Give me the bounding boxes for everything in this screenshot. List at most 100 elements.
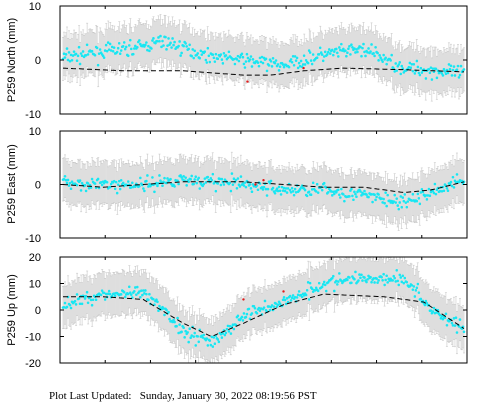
north-data-point [69, 53, 73, 57]
east-outliers [254, 179, 265, 186]
up-data-point [182, 326, 185, 330]
east-data-point [449, 180, 453, 184]
up-data-point [445, 323, 449, 327]
up-data-point [224, 331, 228, 335]
up-data-point [307, 298, 311, 301]
up-data-point [281, 298, 285, 302]
east-y-axis-label: P259 East (mm) [6, 144, 18, 223]
up-data-point [372, 277, 375, 280]
east-data-point [89, 186, 93, 189]
north-data-point [303, 63, 307, 66]
footer-label: Plot Last Updated: [49, 390, 132, 402]
up-data-point [65, 305, 69, 309]
north-data-point [182, 44, 185, 48]
north-data-point [347, 47, 350, 51]
north-data-point [420, 71, 424, 74]
east-data-point [90, 177, 94, 181]
north-data-point [77, 45, 81, 49]
east-data-point [284, 187, 288, 190]
east-data-point [432, 191, 436, 195]
north-data-point [320, 53, 324, 56]
up-data-point [424, 299, 428, 303]
north-data-point [351, 45, 354, 49]
up-data-point [262, 306, 266, 309]
east-data-point [87, 186, 91, 190]
up-data-point [210, 335, 214, 339]
east-data-point [236, 177, 240, 180]
up-data-point [278, 302, 282, 305]
north-data-point [244, 60, 248, 63]
up-data-point [443, 316, 447, 319]
east-data-point [404, 201, 408, 204]
north-data-point [274, 59, 278, 62]
north-data-point [338, 46, 341, 49]
east-data-point [399, 195, 402, 198]
east-data-point [193, 178, 196, 181]
north-data-point [207, 54, 211, 58]
east-data-point [424, 194, 428, 197]
north-data-point [62, 52, 66, 56]
east-data-point [216, 182, 220, 185]
north-data-point [269, 59, 273, 63]
east-data-point [338, 193, 341, 197]
up-data-point [83, 297, 87, 300]
north-data-point [66, 58, 70, 62]
up-data-point [369, 275, 372, 279]
up-data-point [412, 285, 416, 288]
north-data-point [205, 61, 209, 64]
north-data-point [233, 62, 237, 66]
north-data-point [257, 64, 261, 68]
east-data-point [119, 178, 123, 182]
north-data-point [267, 64, 271, 67]
east-data-point [339, 196, 342, 199]
up-data-point [253, 306, 257, 310]
north-data-point [146, 48, 149, 52]
footer-time: Sunday, January 30, 2022 08:19:56 PST [139, 390, 317, 402]
east-data-points [61, 172, 466, 211]
north-data-point [214, 52, 218, 56]
east-data-point [374, 198, 377, 202]
east-data-point [100, 183, 104, 187]
east-data-point [373, 193, 376, 197]
up-data-point [270, 304, 274, 307]
up-data-point [386, 281, 389, 284]
north-data-point [317, 53, 321, 56]
east-data-point [190, 174, 193, 178]
up-data-point [148, 292, 151, 296]
north-data-point [156, 39, 159, 43]
east-data-point [210, 178, 214, 182]
north-data-point [154, 41, 157, 45]
north-data-point [147, 44, 150, 48]
north-data-points [61, 34, 466, 81]
up-data-point [205, 337, 209, 340]
east-data-point [239, 175, 243, 178]
north-data-point [450, 74, 454, 77]
up-data-point [417, 291, 421, 294]
up-data-point [128, 285, 131, 289]
east-data-point [204, 181, 208, 184]
up-data-point [452, 317, 456, 320]
up-data-point [276, 303, 280, 307]
north-data-point [256, 61, 260, 64]
east-data-point [262, 185, 266, 189]
east-data-point [214, 189, 218, 193]
up-model-line [63, 293, 465, 337]
east-y-tick-label: 10 [29, 126, 41, 138]
east-data-point [222, 183, 226, 186]
up-data-point [450, 321, 454, 325]
north-data-point [79, 52, 83, 55]
north-data-point [243, 66, 247, 69]
north-data-point [71, 54, 75, 57]
north-data-point [449, 64, 453, 68]
north-data-point [119, 49, 123, 52]
east-data-point [271, 186, 275, 190]
up-data-point [130, 293, 133, 296]
east-data-point [148, 182, 151, 186]
north-data-point [74, 52, 78, 56]
up-data-point [258, 309, 262, 313]
north-data-point [428, 71, 432, 75]
east-data-point [198, 187, 201, 190]
east-data-point [320, 188, 324, 192]
up-data-point [277, 300, 281, 304]
up-data-point [431, 310, 435, 313]
